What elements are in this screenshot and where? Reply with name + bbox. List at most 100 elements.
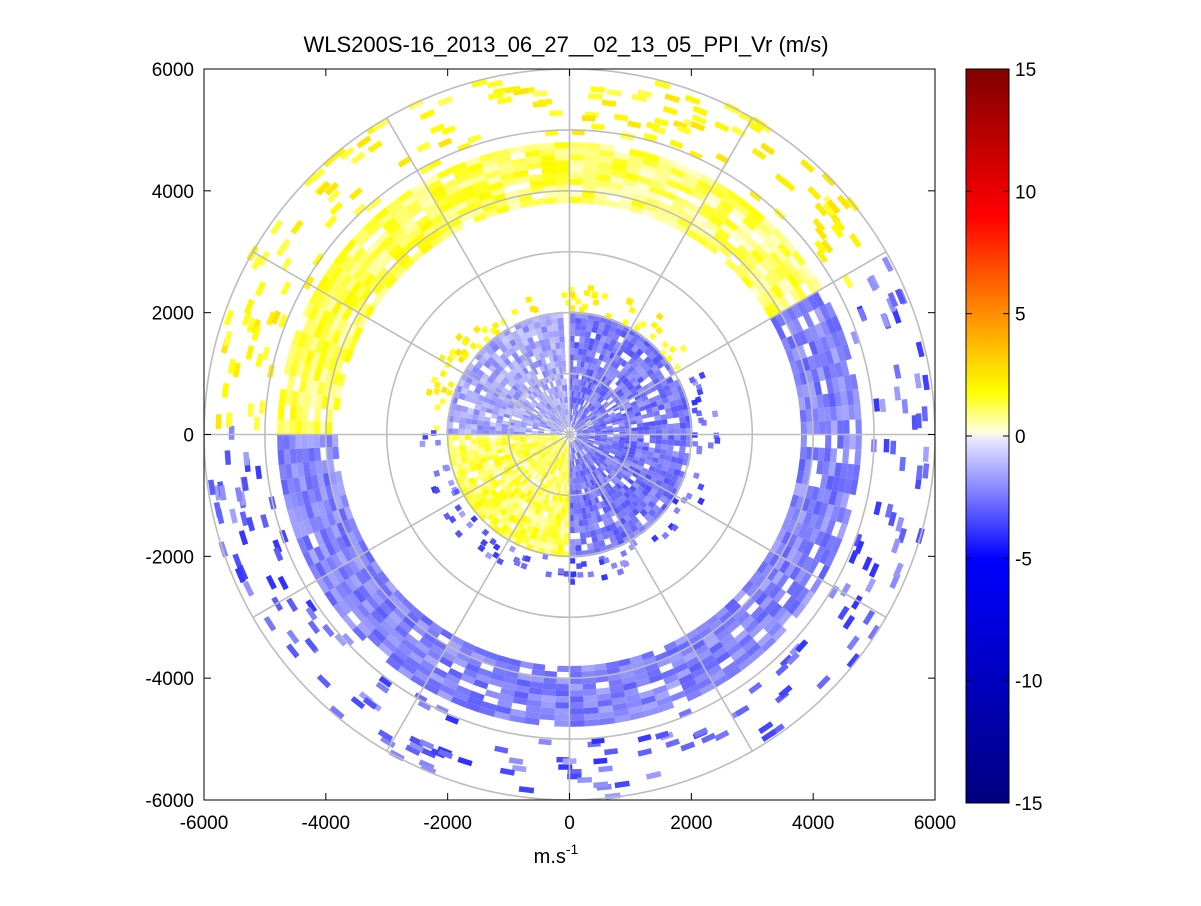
vr-cell (550, 437, 557, 440)
vr-cell (544, 435, 551, 438)
vr-cell (651, 534, 659, 543)
vr-cell (617, 202, 631, 211)
vr-cell (579, 443, 584, 449)
vr-cell (801, 556, 814, 572)
vr-cell (522, 494, 529, 502)
vr-cell (480, 197, 495, 207)
vr-cell (529, 403, 536, 409)
vr-cell (550, 435, 557, 438)
vr-cell (585, 474, 590, 482)
vr-cell (608, 463, 615, 470)
vr-cell (837, 434, 844, 449)
vr-cell (576, 366, 581, 374)
vr-cell (530, 401, 537, 407)
vr-cell (429, 671, 445, 685)
vr-cell (806, 559, 820, 575)
vr-cell (708, 214, 724, 228)
vr-cell (521, 338, 530, 347)
vr-cell (545, 403, 551, 410)
vr-cell (515, 364, 523, 372)
vr-cell (582, 494, 588, 502)
vr-cell (548, 368, 554, 376)
vr-cell (416, 141, 431, 153)
vr-cell (326, 571, 340, 588)
vr-cell (612, 426, 620, 430)
vr-cell (420, 614, 434, 627)
vr-cell (630, 369, 639, 377)
vr-cell (627, 495, 635, 504)
vr-cell (831, 420, 838, 435)
vr-cell (578, 420, 584, 425)
vr-cell (651, 456, 659, 464)
vr-cell (554, 386, 559, 393)
vr-cell (614, 454, 621, 460)
vr-cell (313, 366, 323, 382)
vr-cell (680, 434, 687, 441)
vr-cell (627, 410, 635, 416)
vr-cell (463, 668, 478, 679)
vr-cell (251, 326, 261, 341)
vr-cell (538, 461, 545, 468)
vr-cell (429, 621, 444, 634)
vr-cell (821, 171, 837, 187)
vr-cell (676, 457, 684, 465)
vr-cell (649, 488, 658, 497)
vr-cell (614, 113, 629, 122)
vr-cell (627, 365, 635, 374)
vr-cell (422, 225, 437, 238)
vr-cell (515, 489, 523, 497)
vr-cell (557, 451, 562, 458)
vr-cell (589, 449, 596, 455)
vr-cell (570, 447, 573, 454)
vr-cell (596, 515, 603, 523)
vr-cell (664, 362, 673, 371)
vr-cell (507, 498, 516, 507)
vr-cell (367, 221, 382, 237)
vr-cell (602, 451, 609, 457)
vr-cell (456, 651, 471, 663)
vr-cell (606, 465, 614, 472)
vr-cell (595, 333, 602, 341)
vr-cell (549, 468, 555, 475)
vr-cell (297, 521, 308, 538)
vr-cell (633, 468, 642, 475)
vr-cell (583, 361, 589, 369)
vr-cell (372, 574, 385, 588)
vr-cell (560, 514, 566, 521)
vr-cell (454, 529, 463, 539)
vr-cell (654, 651, 669, 662)
vr-cell (579, 420, 584, 426)
vr-cell (557, 665, 570, 673)
vr-cell (563, 484, 567, 491)
vr-cell (533, 422, 540, 427)
vr-cell (481, 325, 489, 334)
vr-cell (640, 453, 648, 460)
vr-cell (497, 411, 505, 417)
vr-cell (533, 361, 540, 369)
vr-cell (500, 172, 515, 182)
vr-cell (428, 158, 442, 170)
vr-cell (491, 352, 500, 361)
vr-cell (561, 446, 565, 453)
vr-cell (465, 195, 480, 207)
vr-cell (792, 602, 807, 619)
vr-cell (577, 471, 581, 478)
vr-cell (507, 481, 515, 489)
vr-cell (571, 441, 574, 448)
vr-cell (273, 547, 284, 562)
vr-cell (558, 329, 565, 337)
vr-cell (574, 439, 580, 444)
vr-cell (549, 474, 554, 482)
vr-cell (301, 406, 309, 421)
vr-cell (641, 650, 655, 661)
vr-cell (497, 529, 506, 538)
vr-cell (495, 422, 503, 428)
vr-cell (569, 665, 582, 673)
vr-cell (592, 541, 600, 549)
vr-cell (617, 381, 625, 389)
vr-cell (567, 441, 569, 448)
vr-cell (574, 477, 578, 485)
vr-cell (573, 447, 577, 453)
vr-cell (662, 434, 669, 440)
vr-cell (501, 441, 509, 446)
